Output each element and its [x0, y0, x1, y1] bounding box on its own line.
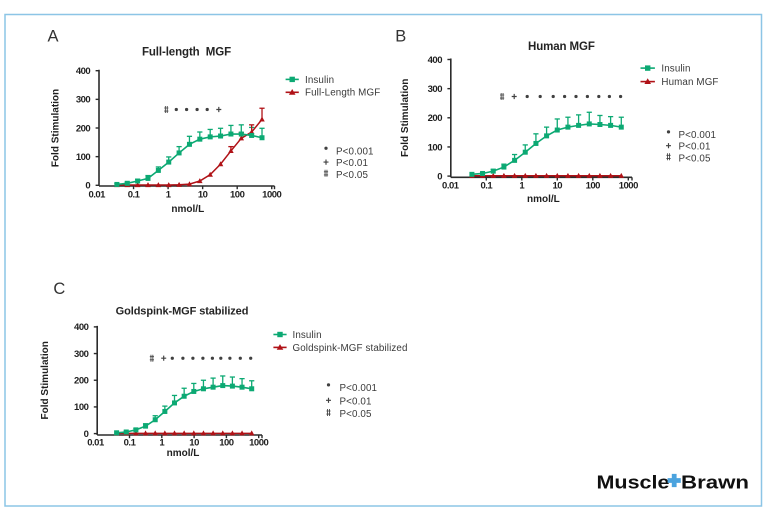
svg-text:10: 10 [189, 438, 199, 449]
svg-text:B: B [395, 28, 406, 46]
svg-text:0.01: 0.01 [88, 190, 106, 201]
svg-text:nmol/L: nmol/L [167, 448, 200, 459]
svg-text:100: 100 [76, 152, 91, 163]
svg-text:P<0.01: P<0.01 [336, 158, 368, 169]
svg-text:400: 400 [74, 322, 89, 333]
svg-text:0.01: 0.01 [442, 181, 460, 192]
svg-text:0.1: 0.1 [128, 190, 141, 201]
svg-text:0: 0 [85, 181, 90, 192]
svg-text:100: 100 [586, 181, 601, 192]
svg-text:Insulin: Insulin [293, 330, 322, 341]
svg-text:Brawn: Brawn [681, 473, 749, 493]
svg-text:C: C [53, 280, 65, 298]
svg-text:Human MGF: Human MGF [528, 41, 595, 53]
svg-text:Fold Stimulation: Fold Stimulation [51, 89, 62, 167]
svg-text:P<0.001: P<0.001 [679, 130, 717, 141]
svg-text:Full-length MGF: Full-length MGF [142, 47, 231, 59]
svg-text:1000: 1000 [249, 438, 268, 449]
svg-text:Fold Stimulation: Fold Stimulation [400, 79, 411, 157]
svg-text:100: 100 [230, 190, 245, 201]
svg-text:0.1: 0.1 [480, 181, 493, 192]
svg-text:Fold Stimulation: Fold Stimulation [40, 341, 51, 419]
svg-text:Insulin: Insulin [661, 64, 690, 75]
svg-text:1: 1 [519, 181, 525, 192]
svg-text:200: 200 [76, 123, 91, 134]
svg-text:P<0.01: P<0.01 [679, 142, 711, 153]
svg-text:nmol/L: nmol/L [171, 204, 204, 215]
svg-text:0: 0 [437, 171, 442, 182]
svg-text:300: 300 [76, 95, 91, 106]
svg-text:1000: 1000 [262, 190, 281, 201]
svg-text:0.1: 0.1 [124, 438, 137, 449]
svg-text:10: 10 [553, 181, 563, 192]
svg-text:1: 1 [159, 438, 165, 449]
svg-text:200: 200 [428, 113, 443, 124]
svg-text:100: 100 [74, 402, 89, 413]
svg-text:Insulin: Insulin [305, 75, 334, 86]
svg-text:200: 200 [74, 376, 89, 387]
svg-text:P<0.05: P<0.05 [679, 153, 711, 164]
svg-text:A: A [48, 28, 59, 46]
svg-text:Full-Length MGF: Full-Length MGF [305, 88, 380, 99]
svg-text:P<0.001: P<0.001 [340, 383, 378, 394]
svg-text:P<0.001: P<0.001 [336, 146, 374, 157]
svg-text:0: 0 [84, 429, 89, 440]
svg-text:100: 100 [219, 438, 234, 449]
svg-text:nmol/L: nmol/L [527, 194, 560, 205]
svg-text:Goldspink-MGF stabilized: Goldspink-MGF stabilized [116, 306, 249, 318]
svg-text:P<0.05: P<0.05 [340, 409, 372, 420]
svg-text:1: 1 [166, 190, 172, 201]
svg-text:300: 300 [74, 349, 89, 360]
svg-text:P<0.01: P<0.01 [340, 396, 372, 407]
svg-text:400: 400 [428, 55, 443, 66]
svg-text:10: 10 [198, 190, 208, 201]
svg-text:Muscle: Muscle [597, 473, 670, 493]
svg-text:300: 300 [428, 84, 443, 95]
svg-text:P<0.05: P<0.05 [336, 170, 368, 181]
svg-text:0.01: 0.01 [87, 438, 105, 449]
svg-text:100: 100 [428, 142, 443, 153]
svg-text:400: 400 [76, 66, 91, 77]
svg-text:1000: 1000 [619, 181, 638, 192]
svg-text:Human MGF: Human MGF [661, 77, 718, 88]
svg-text:Goldspink-MGF stabilized: Goldspink-MGF stabilized [293, 343, 408, 354]
